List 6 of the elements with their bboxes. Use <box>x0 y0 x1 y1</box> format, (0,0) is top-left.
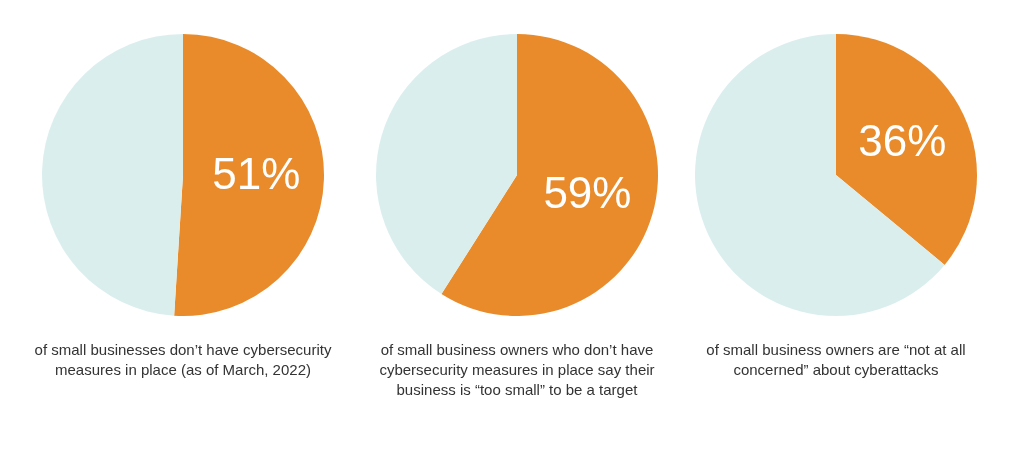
text: of small business owners who don’t have cybersecurity measures in place say their business is “too small” to be a target <box>378 340 656 400</box>
data-label: 36% <box>858 115 947 165</box>
data-label: 59% <box>543 167 632 217</box>
data-label: 51% <box>212 149 301 199</box>
text: of small businesses don’t have cybersecurity measures in place (as of March, 2022) <box>33 340 333 380</box>
text: of small business owners are “not at all concerned” about cyberattacks <box>705 340 967 380</box>
